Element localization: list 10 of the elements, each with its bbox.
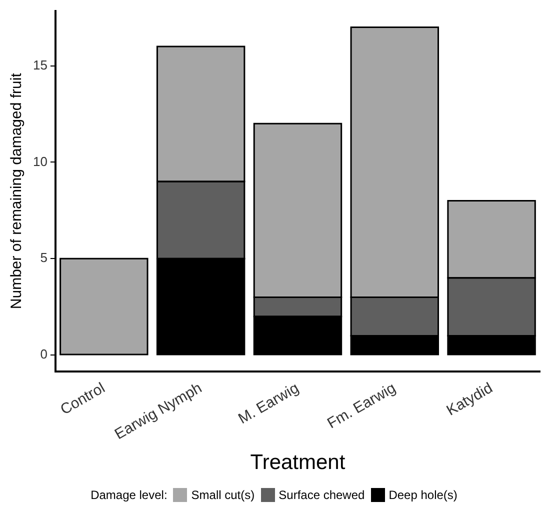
- y-tick-label: 15: [32, 57, 48, 72]
- y-axis-title: Number of remaining damaged fruit: [8, 72, 26, 310]
- x-axis-title: Treatment: [250, 451, 346, 474]
- legend-label: Surface chewed: [278, 488, 365, 502]
- y-tick-label: 5: [40, 250, 48, 266]
- legend-label: Small cut(s): [191, 488, 255, 502]
- legend-title: Damage level:: [90, 488, 168, 502]
- legend-label: Deep hole(s): [388, 488, 458, 502]
- y-tick-label: 0: [40, 346, 48, 362]
- y-tick-label: 10: [32, 154, 48, 169]
